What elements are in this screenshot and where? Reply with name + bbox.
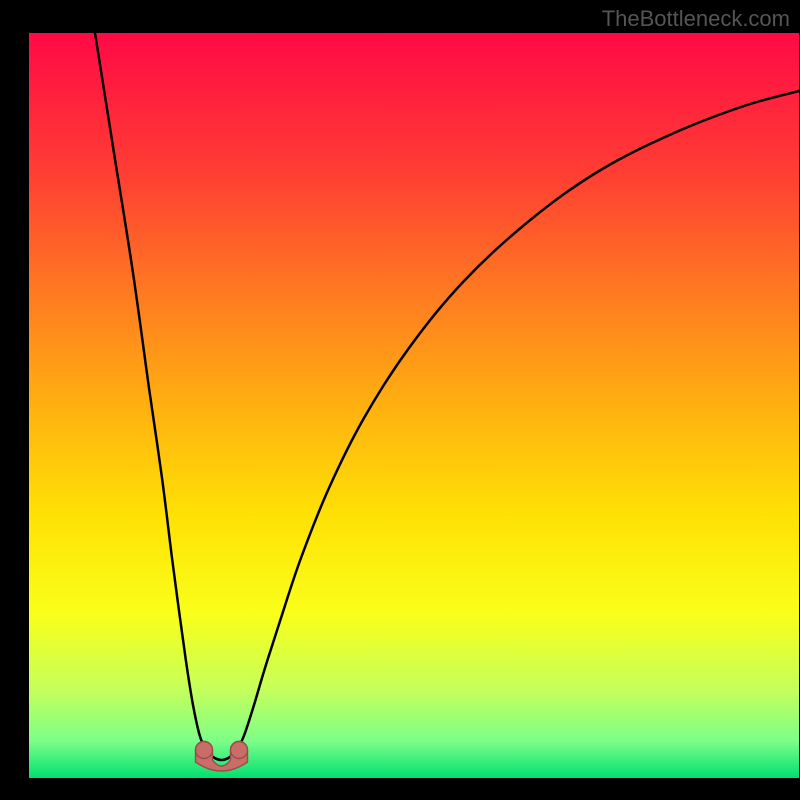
curve-svg — [29, 33, 799, 778]
chart-outer: TheBottleneck.com — [0, 0, 800, 800]
right-branch — [239, 91, 799, 747]
marker-end-right — [231, 742, 248, 759]
watermark-text: TheBottleneck.com — [602, 6, 790, 32]
left-branch — [95, 33, 204, 747]
plot-area — [29, 33, 799, 778]
marker-end-left — [196, 742, 213, 759]
